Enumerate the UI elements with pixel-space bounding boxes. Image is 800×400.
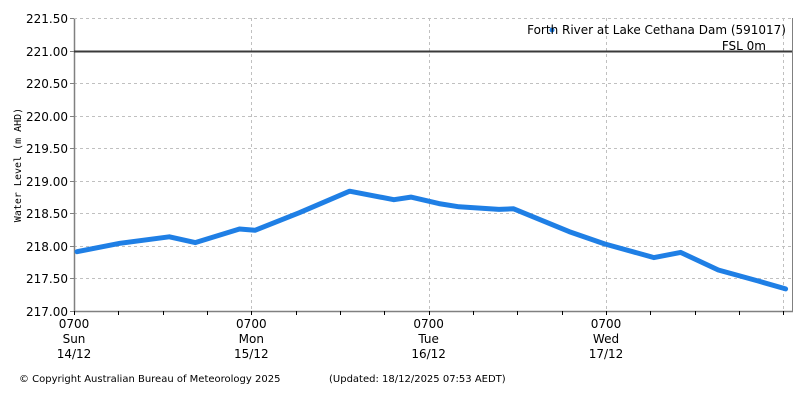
y-tick-label: 219.50 [26,142,68,156]
water-level-chart: 221.50 221.00 220.50 220.00 219.50 219.00 218.… [13,12,793,361]
legend-series-label: Forth River at Lake Cethana Dam (591017) [527,23,786,37]
y-tick-label: 221.50 [26,12,68,26]
x-tick-time: 0700 [413,317,444,331]
y-tick-label: 220.00 [26,110,68,124]
y-axis-label: Water Level (m AHD) [13,108,24,222]
x-tick-time: 0700 [59,317,90,331]
legend: Forth River at Lake Cethana Dam (591017)… [527,23,786,53]
grid-lines [74,18,792,311]
y-tick-label: 218.00 [26,240,68,254]
y-tick-label: 218.50 [26,207,68,221]
series-line [74,188,789,292]
series-water-level [74,188,789,292]
copyright-notice: © Copyright Australian Bureau of Meteoro… [19,374,281,385]
legend-marker-icon [549,27,555,33]
x-tick-date: 15/12 [234,347,269,361]
x-tick-day: Tue [417,332,439,346]
x-tick-time: 0700 [591,317,622,331]
y-tick-label: 217.50 [26,272,68,286]
fsl-label: FSL 0m [722,39,766,53]
x-tick-day: Mon [239,332,264,346]
y-tick-label: 220.50 [26,77,68,91]
y-axis-ticks: 221.50 221.00 220.50 220.00 219.50 219.00 218.… [26,12,74,319]
updated-timestamp: (Updated: 18/12/2025 07:53 AEDT) [329,374,506,385]
x-tick-day: Wed [593,332,619,346]
x-tick-date: 16/12 [411,347,446,361]
x-tick-time: 0700 [236,317,267,331]
x-tick-day: Sun [63,332,86,346]
axes [73,18,793,313]
y-tick-label: 219.00 [26,175,68,189]
y-tick-label: 217.00 [26,305,68,319]
x-tick-date: 14/12 [57,347,92,361]
x-tick-date: 17/12 [589,347,624,361]
x-axis-ticks: 0700Sun14/120700Mon15/120700Tue16/120700… [57,311,784,361]
y-tick-label: 221.00 [26,45,68,59]
